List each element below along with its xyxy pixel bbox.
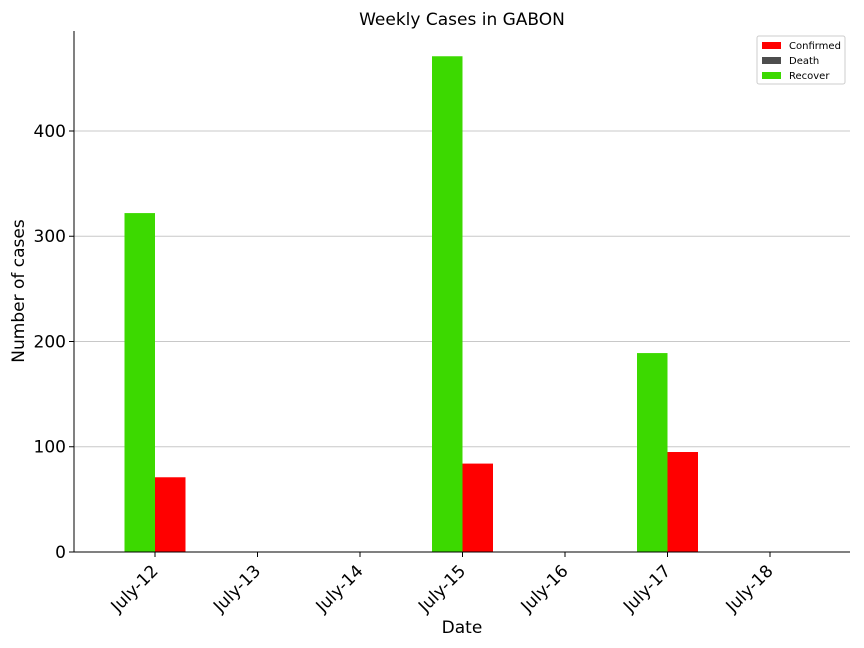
x-tick-label: July-17: [619, 561, 675, 617]
legend: Confirmed Death Recover: [756, 35, 846, 85]
x-tick-label: July-12: [107, 561, 163, 617]
y-tick-label: 100: [34, 438, 66, 458]
x-ticks: July-12 July-13 July-14 July-15 July-16 July-…: [107, 552, 778, 617]
legend-label: Confirmed: [789, 41, 841, 52]
bar-recover: [637, 353, 668, 552]
y-tick-label: 300: [34, 227, 66, 247]
bar-confirmed: [462, 463, 493, 552]
chart-title: Weekly Cases in GABON: [359, 10, 565, 30]
y-tick-label: 400: [34, 122, 66, 142]
legend-label: Death: [789, 56, 819, 67]
x-tick-label: July-13: [209, 561, 265, 617]
x-tick-label: July-15: [414, 561, 470, 617]
x-axis-label: Date: [442, 618, 483, 638]
bars: [124, 56, 698, 553]
legend-label: Recover: [789, 71, 830, 82]
x-tick-label: July-14: [312, 561, 368, 617]
bar-recover: [124, 213, 155, 553]
x-tick-label: July-16: [517, 561, 573, 617]
x-tick-label: July-18: [722, 561, 778, 617]
y-tick-label: 200: [34, 332, 66, 352]
y-tick-label: 0: [55, 543, 66, 563]
bar-confirmed: [667, 452, 698, 552]
y-ticks: 0 100 200 300 400: [34, 122, 74, 563]
bar-recover: [432, 56, 463, 552]
y-axis-label: Number of cases: [9, 219, 29, 363]
legend-swatch: [762, 57, 781, 64]
bar-confirmed: [155, 477, 186, 552]
legend-swatch: [762, 42, 781, 49]
legend-swatch: [762, 72, 781, 79]
